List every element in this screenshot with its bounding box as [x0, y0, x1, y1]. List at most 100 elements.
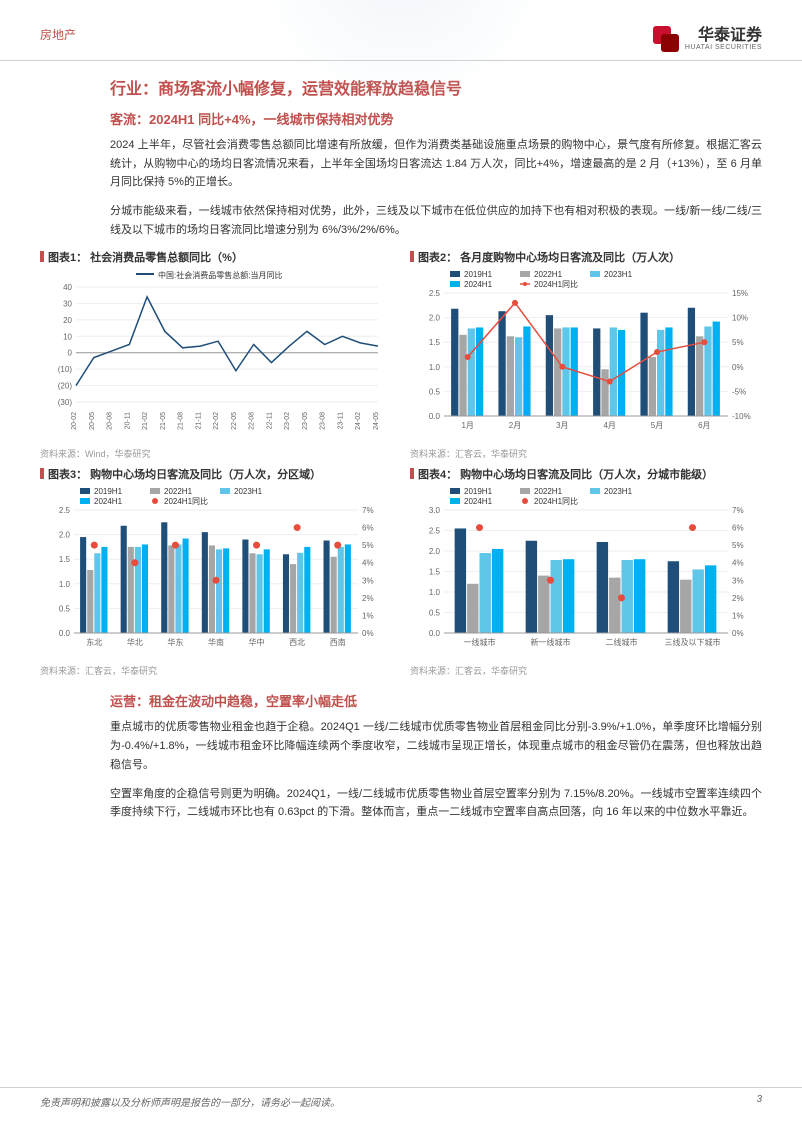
- svg-text:华东: 华东: [167, 637, 183, 647]
- svg-text:华北: 华北: [127, 637, 143, 647]
- svg-text:2.5: 2.5: [429, 289, 441, 298]
- svg-text:2.0: 2.0: [59, 531, 71, 540]
- svg-text:一线城市: 一线城市: [464, 637, 496, 647]
- chart-4-title: 图表4： 购物中心场均日客流及同比（万人次，分城市能级）: [410, 466, 762, 482]
- svg-text:2022H1: 2022H1: [534, 487, 563, 496]
- svg-text:10%: 10%: [732, 314, 748, 323]
- svg-text:2.0: 2.0: [429, 547, 441, 556]
- charts-row-1: 图表1： 社会消费品零售总额同比（%） 中国:社会消费品零售总额:当月同比 (30…: [40, 249, 762, 460]
- svg-text:西南: 西南: [330, 637, 346, 647]
- svg-text:2024H1: 2024H1: [94, 497, 123, 506]
- logo-text-en: HUATAI SECURITIES: [685, 44, 762, 51]
- svg-text:华南: 华南: [208, 637, 224, 647]
- chart-3-src: 资料来源：汇客云，华泰研究: [40, 664, 392, 677]
- para-4: 空置率角度的企稳信号则更为明确。2024Q1，一线/二线城市优质零售物业首层空置…: [110, 785, 762, 822]
- svg-text:10: 10: [63, 333, 72, 342]
- svg-text:0.5: 0.5: [429, 609, 441, 618]
- section-subtitle-2: 运营：租金在波动中趋稳，空置率小幅走低: [110, 691, 762, 710]
- svg-text:2019H1: 2019H1: [464, 487, 493, 496]
- svg-text:0%: 0%: [732, 363, 744, 372]
- svg-text:-5%: -5%: [732, 388, 746, 397]
- chart-4-canvas: 0.00.51.01.52.02.53.00%1%2%3%4%5%6%7%201…: [410, 486, 762, 661]
- svg-text:23-05: 23-05: [302, 412, 309, 430]
- svg-text:0.0: 0.0: [429, 412, 441, 421]
- svg-text:2023H1: 2023H1: [604, 487, 633, 496]
- svg-text:(10): (10): [58, 366, 73, 375]
- svg-text:21-05: 21-05: [160, 412, 167, 430]
- para-2: 分城市能级来看，一线城市依然保持相对优势，此外，三线及以下城市在低位供应的加持下…: [110, 202, 762, 239]
- svg-text:(20): (20): [58, 382, 73, 391]
- chart-3-canvas: 0.00.51.01.52.02.50%1%2%3%4%5%6%7%2019H1…: [40, 486, 392, 661]
- svg-text:新一线城市: 新一线城市: [531, 637, 571, 647]
- svg-text:22-11: 22-11: [266, 412, 273, 429]
- chart-2-src: 资料来源：汇客云，华泰研究: [410, 447, 762, 460]
- svg-text:2.5: 2.5: [59, 506, 71, 515]
- chart-1-title: 图表1： 社会消费品零售总额同比（%）: [40, 249, 392, 265]
- svg-text:5%: 5%: [732, 339, 744, 348]
- svg-text:23-08: 23-08: [320, 412, 327, 430]
- main-content: 行业：商场客流小幅修复，运营效能释放趋稳信号 客流：2024H1 同比+4%，一…: [0, 61, 802, 822]
- svg-text:中国:社会消费品零售总额:当月同比: 中国:社会消费品零售总额:当月同比: [158, 270, 282, 280]
- svg-text:20-02: 20-02: [71, 412, 78, 430]
- chart-2-title: 图表2： 各月度购物中心场均日客流及同比（万人次）: [410, 249, 762, 265]
- svg-text:2024H1同比: 2024H1同比: [534, 496, 578, 506]
- category-label: 房地产: [40, 26, 76, 43]
- svg-text:1.5: 1.5: [59, 556, 71, 565]
- svg-text:2019H1: 2019H1: [94, 487, 123, 496]
- svg-text:20-11: 20-11: [124, 412, 131, 429]
- svg-text:23-11: 23-11: [337, 412, 344, 429]
- svg-text:1.0: 1.0: [429, 363, 441, 372]
- svg-text:3%: 3%: [732, 577, 744, 586]
- svg-text:4%: 4%: [732, 559, 744, 568]
- svg-text:7%: 7%: [362, 506, 374, 515]
- svg-text:2023H1: 2023H1: [234, 487, 263, 496]
- svg-text:4%: 4%: [362, 559, 374, 568]
- svg-text:2.0: 2.0: [429, 314, 441, 323]
- svg-text:20-08: 20-08: [107, 412, 114, 430]
- svg-text:三线及以下城市: 三线及以下城市: [665, 637, 721, 647]
- svg-text:6%: 6%: [362, 524, 374, 533]
- svg-text:2024H1同比: 2024H1同比: [164, 496, 208, 506]
- svg-text:7%: 7%: [732, 506, 744, 515]
- svg-text:2%: 2%: [732, 594, 744, 603]
- page-footer: 免责声明和披露以及分析师声明是报告的一部分，请务必一起阅读。 3: [0, 1087, 802, 1109]
- svg-text:15%: 15%: [732, 289, 748, 298]
- chart-1-src: 资料来源：Wind，华泰研究: [40, 447, 392, 460]
- svg-text:22-08: 22-08: [249, 412, 256, 430]
- section-subtitle-1: 客流：2024H1 同比+4%，一线城市保持相对优势: [110, 109, 762, 128]
- svg-text:0.5: 0.5: [59, 605, 71, 614]
- svg-text:5%: 5%: [362, 542, 374, 551]
- svg-text:1.5: 1.5: [429, 568, 441, 577]
- chart-3: 图表3： 购物中心场均日客流及同比（万人次，分区域） 0.00.51.01.52…: [40, 466, 392, 677]
- footer-page-number: 3: [756, 1094, 762, 1109]
- svg-text:0%: 0%: [362, 629, 374, 638]
- svg-text:20: 20: [63, 316, 72, 325]
- svg-text:2月: 2月: [509, 421, 521, 430]
- svg-text:1月: 1月: [461, 421, 473, 430]
- svg-text:3.0: 3.0: [429, 506, 441, 515]
- svg-text:(30): (30): [58, 398, 73, 407]
- logo-icon: [653, 26, 679, 52]
- svg-text:1.0: 1.0: [59, 580, 71, 589]
- svg-text:24-05: 24-05: [373, 412, 380, 430]
- svg-text:1%: 1%: [732, 612, 744, 621]
- para-1: 2024 上半年，尽管社会消费零售总额同比增速有所放缓，但作为消费类基础设施重点…: [110, 136, 762, 192]
- svg-text:20-05: 20-05: [89, 412, 96, 430]
- chart-2: 图表2： 各月度购物中心场均日客流及同比（万人次） 0.00.51.01.52.…: [410, 249, 762, 460]
- svg-text:华中: 华中: [249, 637, 265, 647]
- svg-text:2024H1: 2024H1: [464, 280, 493, 289]
- svg-text:2024H1同比: 2024H1同比: [534, 279, 578, 289]
- svg-text:3%: 3%: [362, 577, 374, 586]
- svg-text:5月: 5月: [651, 421, 663, 430]
- svg-text:21-08: 21-08: [178, 412, 185, 430]
- para-3: 重点城市的优质零售物业租金也趋于企稳。2024Q1 一线/二线城市优质零售物业首…: [110, 718, 762, 774]
- svg-text:24-02: 24-02: [355, 412, 362, 430]
- svg-text:40: 40: [63, 283, 72, 292]
- svg-text:0.5: 0.5: [429, 388, 441, 397]
- svg-text:2022H1: 2022H1: [164, 487, 193, 496]
- svg-text:2.5: 2.5: [429, 527, 441, 536]
- svg-text:2022H1: 2022H1: [534, 270, 563, 279]
- svg-text:22-02: 22-02: [213, 412, 220, 430]
- svg-text:-10%: -10%: [732, 412, 751, 421]
- svg-text:22-05: 22-05: [231, 412, 238, 430]
